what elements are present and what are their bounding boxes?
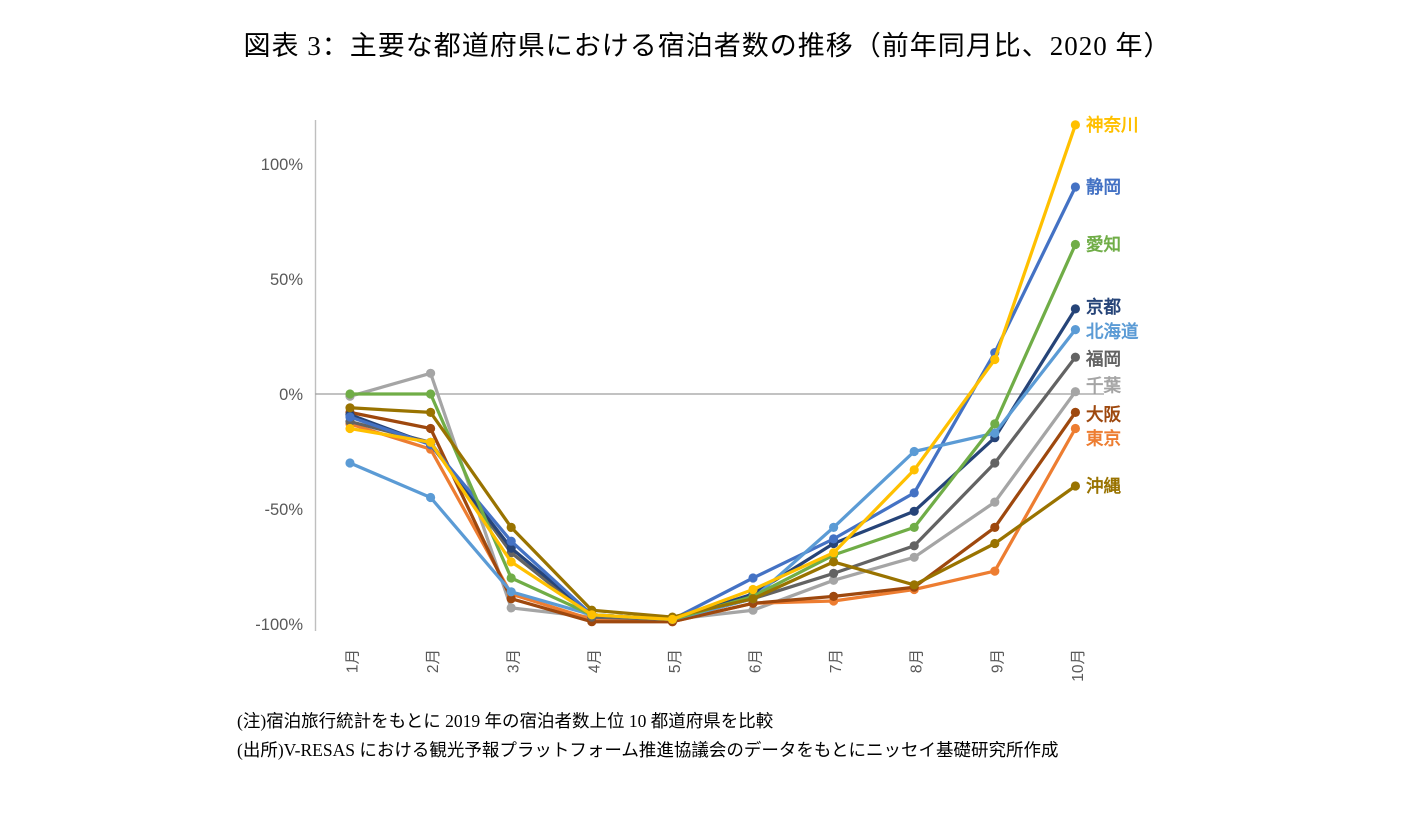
series-marker-aichi bbox=[345, 389, 355, 399]
series-label-shizuoka: 静岡 bbox=[1086, 177, 1121, 197]
series-label-hokkaido: 北海道 bbox=[1086, 322, 1139, 342]
series-marker-okinawa bbox=[748, 594, 758, 604]
series-marker-shizuoka bbox=[1070, 182, 1080, 192]
series-marker-okinawa bbox=[990, 538, 1000, 549]
series-marker-fukuoka bbox=[829, 568, 839, 579]
series-marker-hokkaido bbox=[909, 446, 919, 457]
series-marker-kanagawa bbox=[990, 354, 1000, 365]
series-marker-hokkaido bbox=[1070, 325, 1080, 335]
series-marker-osaka bbox=[426, 423, 436, 434]
series-marker-hokkaido bbox=[990, 428, 1000, 438]
series-marker-chiba bbox=[829, 575, 839, 585]
y-tick-label: 50% bbox=[270, 271, 303, 289]
y-tick-label: -50% bbox=[264, 501, 303, 519]
series-marker-kyoto bbox=[506, 543, 516, 553]
series-line-aichi bbox=[348, 242, 1078, 622]
series-marker-shizuoka bbox=[909, 488, 919, 498]
x-tick-label: 9月 bbox=[989, 649, 1006, 673]
series-marker-chiba bbox=[748, 605, 758, 615]
series-marker-fukuoka bbox=[990, 458, 1000, 468]
series-marker-kanagawa bbox=[345, 423, 355, 434]
series-marker-kanagawa bbox=[748, 584, 758, 595]
series-line-osaka bbox=[348, 410, 1078, 624]
series-label-aichi: 愛知 bbox=[1086, 235, 1121, 255]
series-line-okinawa bbox=[348, 406, 1078, 619]
series-label-kyoto: 京都 bbox=[1086, 297, 1121, 317]
x-tick-label: 3月 bbox=[506, 649, 523, 673]
series-label-tokyo: 東京 bbox=[1086, 429, 1121, 449]
series-marker-chiba bbox=[426, 368, 436, 378]
series-marker-okinawa bbox=[909, 580, 919, 590]
series-marker-tokyo bbox=[990, 566, 1000, 576]
series-marker-kanagawa bbox=[667, 614, 678, 625]
series-marker-shizuoka bbox=[829, 534, 839, 544]
y-tick-label: 100% bbox=[261, 156, 304, 174]
series-marker-fukuoka bbox=[909, 541, 919, 551]
series-marker-osaka bbox=[829, 591, 839, 602]
series-marker-okinawa bbox=[506, 522, 516, 533]
series-marker-aichi bbox=[990, 419, 1000, 429]
series-marker-okinawa bbox=[345, 403, 355, 413]
chart-notes: (注)宿泊旅行統計をもとに 2019 年の宿泊者数上位 10 都道府県を比較 (… bbox=[237, 707, 1058, 765]
series-marker-aichi bbox=[1070, 239, 1080, 250]
series-line-shizuoka bbox=[348, 185, 1078, 622]
series-label-kanagawa: 神奈川 bbox=[1086, 115, 1139, 135]
series-marker-kanagawa bbox=[829, 548, 839, 558]
series-marker-chiba bbox=[506, 603, 516, 613]
chart-title: 図表 3：主要な都道府県における宿泊者数の推移（前年同月比、2020 年） bbox=[243, 31, 1172, 61]
note-credit-line: (出所)V-RESAS における観光予報プラットフォーム推進協議会のデータをもと… bbox=[237, 740, 1059, 760]
x-tick-label: 1月 bbox=[345, 649, 362, 673]
series-marker-chiba bbox=[1070, 387, 1080, 397]
series-marker-kanagawa bbox=[426, 437, 436, 447]
x-tick-label: 8月 bbox=[909, 649, 926, 673]
series-label-okinawa: 沖縄 bbox=[1086, 476, 1121, 496]
series-marker-kanagawa bbox=[909, 465, 919, 475]
series-marker-kanagawa bbox=[1070, 120, 1080, 130]
series-marker-osaka bbox=[990, 522, 1000, 533]
x-tick-label: 4月 bbox=[586, 649, 603, 673]
x-tick-label: 10月 bbox=[1070, 649, 1087, 682]
series-line-chiba bbox=[348, 371, 1078, 622]
x-tick-label: 5月 bbox=[667, 649, 684, 673]
series-marker-osaka bbox=[1070, 407, 1080, 417]
series-marker-okinawa bbox=[1070, 481, 1080, 491]
series-line-kanagawa bbox=[348, 123, 1078, 622]
series-marker-kanagawa bbox=[587, 610, 597, 620]
series-marker-hokkaido bbox=[506, 587, 516, 597]
x-tick-label: 2月 bbox=[425, 649, 442, 673]
series-marker-aichi bbox=[909, 522, 919, 533]
note-source-line: (注)宿泊旅行統計をもとに 2019 年の宿泊者数上位 10 都道府県を比較 bbox=[237, 711, 774, 731]
x-tick-label: 7月 bbox=[828, 649, 845, 673]
series-marker-okinawa bbox=[829, 557, 839, 567]
series-marker-osaka bbox=[506, 594, 516, 604]
series-marker-okinawa bbox=[426, 407, 436, 417]
series-marker-chiba bbox=[909, 552, 919, 562]
series-label-osaka: 大阪 bbox=[1086, 404, 1121, 424]
series-marker-aichi bbox=[426, 389, 436, 399]
series-marker-kanagawa bbox=[506, 557, 516, 567]
series-label-fukuoka: 福岡 bbox=[1085, 349, 1121, 369]
series-marker-kyoto bbox=[1070, 304, 1080, 314]
series-line-kyoto bbox=[348, 307, 1078, 622]
y-tick-label: 0% bbox=[279, 386, 303, 404]
series-marker-tokyo bbox=[1070, 423, 1080, 434]
series-marker-aichi bbox=[506, 573, 516, 583]
y-tick-label: -100% bbox=[255, 616, 303, 634]
series-marker-shizuoka bbox=[506, 536, 516, 546]
series-marker-kyoto bbox=[909, 506, 919, 516]
series-marker-fukuoka bbox=[1070, 352, 1080, 362]
series-label-chiba: 千葉 bbox=[1086, 376, 1121, 396]
series-marker-hokkaido bbox=[426, 492, 436, 503]
x-tick-label: 6月 bbox=[748, 649, 765, 673]
series-marker-shizuoka bbox=[345, 412, 355, 422]
series-marker-hokkaido bbox=[345, 458, 355, 468]
series-marker-chiba bbox=[990, 497, 1000, 507]
series-marker-shizuoka bbox=[748, 573, 758, 583]
series-marker-hokkaido bbox=[829, 522, 839, 533]
